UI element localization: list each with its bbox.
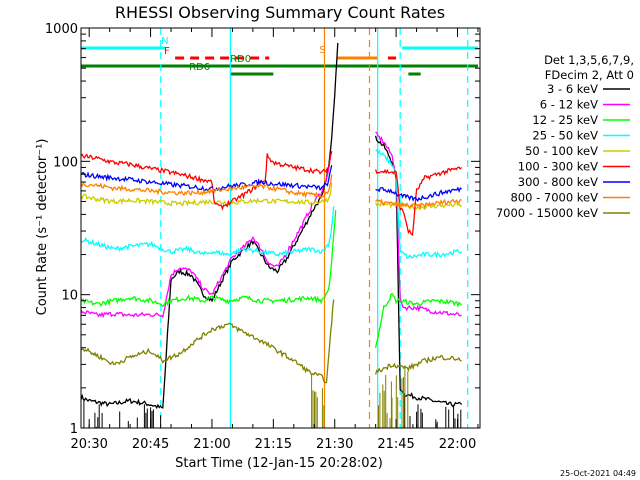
- legend-label-8: 7000 - 15000 keV: [496, 206, 598, 220]
- series-5: [81, 150, 463, 237]
- x-tick-label-0: 20:30: [70, 437, 107, 452]
- legend-label-0: 3 - 6 keV: [547, 82, 598, 96]
- x-tick-label-4: 21:30: [316, 437, 353, 452]
- instrument-flags: N S F RD0 RD6: [81, 36, 478, 76]
- series-2: [81, 210, 462, 348]
- series-2-line: [81, 210, 462, 348]
- plot-frame: [80, 27, 481, 429]
- flag-s-label: S: [319, 45, 325, 56]
- legend-header-line-2: FDecim 2, Att 0: [545, 68, 634, 82]
- series-4: [81, 182, 463, 211]
- legend-label-4: 50 - 100 keV: [525, 144, 598, 158]
- series-7-line: [81, 174, 462, 210]
- y-tick-label-2: 100: [53, 155, 78, 170]
- y-axis-label: Count Rate (s⁻¹ detector⁻¹): [35, 139, 50, 316]
- x-axis-label: Start Time (12-Jan-15 20:28:02): [175, 456, 383, 471]
- series-5-line: [81, 150, 463, 237]
- series-3-line: [81, 149, 463, 260]
- series-1-line: [81, 131, 462, 319]
- series-3: [81, 149, 463, 260]
- x-tick-label-5: 21:45: [377, 437, 414, 452]
- legend-label-5: 100 - 300 keV: [518, 160, 598, 174]
- legend-label-7: 800 - 7000 keV: [510, 191, 598, 205]
- series-6-line: [81, 165, 462, 203]
- footer-timestamp: 25-Oct-2021 04:49: [560, 469, 636, 478]
- axes: 20:30 20:45 21:00 21:15 21:30 21:45 22:00 1 10 10…: [45, 22, 481, 452]
- flag-rd6-label: RD6: [189, 62, 210, 73]
- legend-label-6: 300 - 800 keV: [518, 175, 598, 189]
- flag-n-label: N: [161, 36, 168, 47]
- series-8: [81, 299, 462, 428]
- x-tick-label-3: 21:15: [255, 437, 292, 452]
- legend-label-1: 6 - 12 keV: [540, 98, 598, 112]
- series-6: [81, 165, 462, 203]
- legend-header-line-1: Det 1,3,5,6,7,9,: [544, 53, 634, 67]
- legend-label-3: 25 - 50 keV: [532, 129, 598, 143]
- series-1: [81, 131, 462, 319]
- y-tick-label-0: 1: [70, 422, 78, 437]
- flag-rd0-label: RD0: [230, 54, 251, 65]
- series-7: [81, 174, 462, 210]
- flag-f-label: F: [164, 46, 170, 57]
- series-0-line: [81, 42, 463, 410]
- series-0-noise: [83, 396, 462, 428]
- data-series: [81, 42, 463, 428]
- series-4-line: [81, 182, 463, 211]
- x-tick-label-1: 20:45: [132, 437, 169, 452]
- legend-label-2: 12 - 25 keV: [532, 113, 598, 127]
- series-8-noise: [311, 367, 409, 428]
- event-lines: [160, 28, 469, 428]
- series-0: [81, 42, 463, 428]
- x-tick-label-2: 21:00: [193, 437, 230, 452]
- y-tick-label-1: 10: [61, 289, 78, 304]
- series-8-line: [81, 299, 462, 384]
- x-tick-label-6: 22:00: [439, 437, 476, 452]
- y-tick-label-3: 1000: [45, 22, 78, 37]
- chart-title: RHESSI Observing Summary Count Rates: [115, 3, 445, 22]
